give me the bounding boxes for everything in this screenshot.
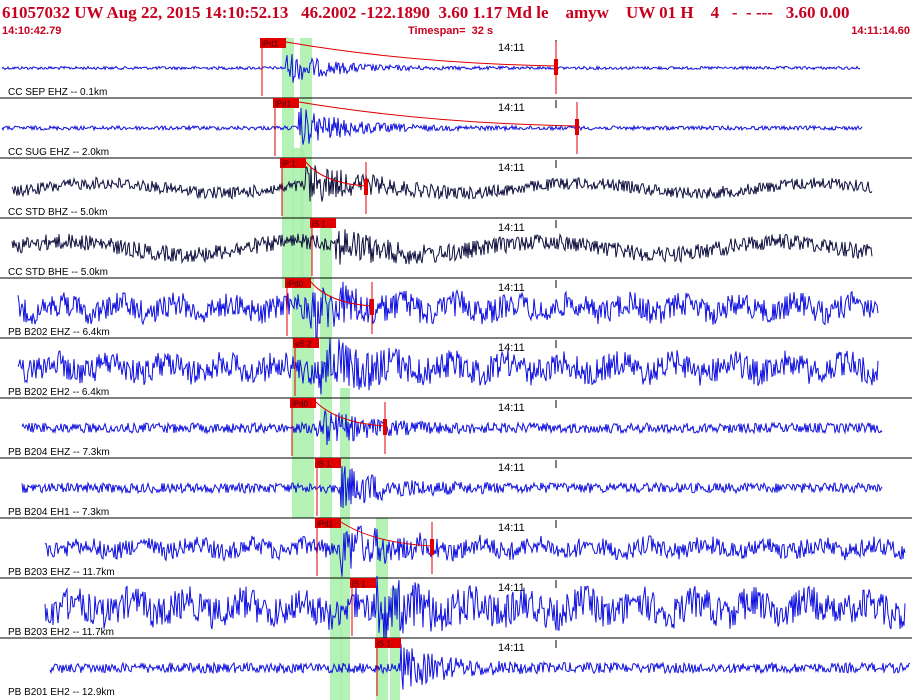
minute-label: 14:11 bbox=[498, 102, 525, 114]
coda-curve bbox=[315, 401, 386, 427]
event-header: 61057032 UW Aug 22, 2015 14:10:52.13 46.… bbox=[0, 0, 912, 40]
trace-panel[interactable]: 14:11 iS 1 PB B203 EH2 -- 11.7km bbox=[0, 575, 912, 643]
station-label: PB B202 EH2 -- 6.4km bbox=[8, 387, 109, 398]
station-label: PB B201 EH2 -- 12.9km bbox=[8, 687, 115, 698]
phase-pick-label: iS 1 bbox=[317, 460, 331, 469]
waveform bbox=[21, 410, 883, 446]
phase-pick-marker[interactable] bbox=[273, 98, 299, 108]
waveform bbox=[1, 54, 861, 83]
waveform bbox=[44, 575, 906, 643]
station-label: PB B202 EHZ -- 6.4km bbox=[8, 327, 110, 338]
phase-pick-label: iP 1 bbox=[282, 160, 296, 169]
phase-pick-label: iPd0 bbox=[287, 280, 304, 289]
station-label: PB B203 EH2 -- 11.7km bbox=[8, 627, 114, 638]
phase-pick-label: eS 2 bbox=[295, 340, 312, 349]
minute-label: 14:11 bbox=[498, 42, 525, 54]
phase-pick-label: iPd1 bbox=[317, 520, 334, 529]
coda-curve bbox=[340, 521, 433, 547]
minute-label: 14:11 bbox=[498, 342, 525, 354]
trace-panel[interactable]: 14:11 iPd0 PB B204 EHZ -- 7.3km bbox=[0, 397, 912, 458]
timespan: Timespan= 32 s bbox=[408, 25, 494, 37]
trace-panel[interactable]: 14:11 iS 1 CC STD BHE -- 5.0km bbox=[0, 217, 912, 278]
station-label: CC SEP EHZ -- 0.1km bbox=[8, 87, 107, 98]
trace-panel[interactable]: 14:11 iPd1 CC SEP EHZ -- 0.1km bbox=[1, 38, 861, 98]
waveform bbox=[1, 108, 863, 145]
phase-window-band bbox=[292, 148, 304, 518]
coda-curve bbox=[305, 161, 367, 187]
start-time: 14:10:42.79 bbox=[2, 25, 62, 37]
waveform bbox=[11, 165, 873, 202]
phase-window-band bbox=[340, 388, 350, 700]
end-time: 14:11:14.60 bbox=[851, 25, 910, 37]
waveform bbox=[21, 465, 883, 509]
phase-pick-marker[interactable] bbox=[290, 398, 316, 408]
waveform bbox=[11, 229, 873, 265]
station-label: CC STD BHE -- 5.0km bbox=[8, 267, 108, 278]
phase-pick-label: iPd1 bbox=[262, 40, 279, 49]
minute-label: 14:11 bbox=[498, 462, 525, 474]
phase-pick-label: iPd1 bbox=[275, 100, 292, 109]
station-label: CC STD BHZ -- 5.0km bbox=[8, 207, 107, 218]
minute-label: 14:11 bbox=[498, 402, 525, 414]
phase-pick-marker[interactable] bbox=[285, 278, 311, 288]
phase-pick-marker[interactable] bbox=[310, 218, 336, 228]
phase-pick-marker[interactable] bbox=[315, 458, 341, 468]
trace-panel[interactable]: 14:11 iPd1 PB B203 EHZ -- 11.7km bbox=[0, 517, 912, 578]
trace-panel[interactable]: 14:11 iP 1 CC STD BHZ -- 5.0km bbox=[0, 157, 912, 218]
trace-panel[interactable]: 14:11 iPd0 PB B202 EHZ -- 6.4km bbox=[0, 277, 912, 342]
phase-pick-label: iPd0 bbox=[292, 400, 309, 409]
minute-label: 14:11 bbox=[498, 282, 525, 294]
trace-panel[interactable]: 14:11 iS 1 PB B201 EH2 -- 12.9km bbox=[0, 637, 912, 698]
phase-pick-label: iS 1 bbox=[312, 220, 326, 229]
phase-pick-marker[interactable] bbox=[260, 38, 286, 48]
trace-panel[interactable]: 14:11 iPd1 CC SUG EHZ -- 2.0km bbox=[0, 97, 912, 158]
phase-pick-marker[interactable] bbox=[375, 638, 401, 648]
minute-label: 14:11 bbox=[498, 582, 525, 594]
minute-label: 14:11 bbox=[498, 162, 525, 174]
seismogram-svg[interactable]: 14:11 iPd1 CC SEP EHZ -- 0.1km 14:11 iPd1 CC … bbox=[0, 38, 912, 700]
coda-curve bbox=[310, 281, 373, 307]
coda-curve bbox=[298, 101, 578, 127]
station-label: PB B203 EHZ -- 11.7km bbox=[8, 567, 115, 578]
phase-pick-label: iS 1 bbox=[377, 640, 391, 649]
seismogram-panel[interactable]: 14:11 iPd1 CC SEP EHZ -- 0.1km 14:11 iPd1 CC … bbox=[0, 38, 912, 700]
phase-pick-marker[interactable] bbox=[280, 158, 306, 168]
trace-panel[interactable]: 14:11 eS 2 PB B202 EH2 -- 6.4km bbox=[0, 337, 912, 398]
minute-label: 14:11 bbox=[498, 642, 525, 654]
waveform bbox=[49, 644, 911, 690]
waveform bbox=[17, 338, 879, 395]
phase-pick-marker[interactable] bbox=[315, 518, 341, 528]
trace-panel[interactable]: 14:11 iS 1 PB B204 EH1 -- 7.3km bbox=[0, 457, 912, 518]
station-label: PB B204 EH1 -- 7.3km bbox=[8, 507, 109, 518]
coda-curve bbox=[285, 41, 557, 67]
phase-pick-label: iS 1 bbox=[352, 580, 366, 589]
station-label: PB B204 EHZ -- 7.3km bbox=[8, 447, 110, 458]
minute-label: 14:11 bbox=[498, 522, 525, 534]
waveform bbox=[17, 281, 879, 342]
event-summary: 61057032 UW Aug 22, 2015 14:10:52.13 46.… bbox=[2, 3, 850, 22]
phase-pick-marker[interactable] bbox=[350, 578, 376, 588]
minute-label: 14:11 bbox=[498, 222, 525, 234]
station-label: CC SUG EHZ -- 2.0km bbox=[8, 147, 109, 158]
waveform bbox=[44, 525, 906, 577]
phase-pick-marker[interactable] bbox=[293, 338, 319, 348]
